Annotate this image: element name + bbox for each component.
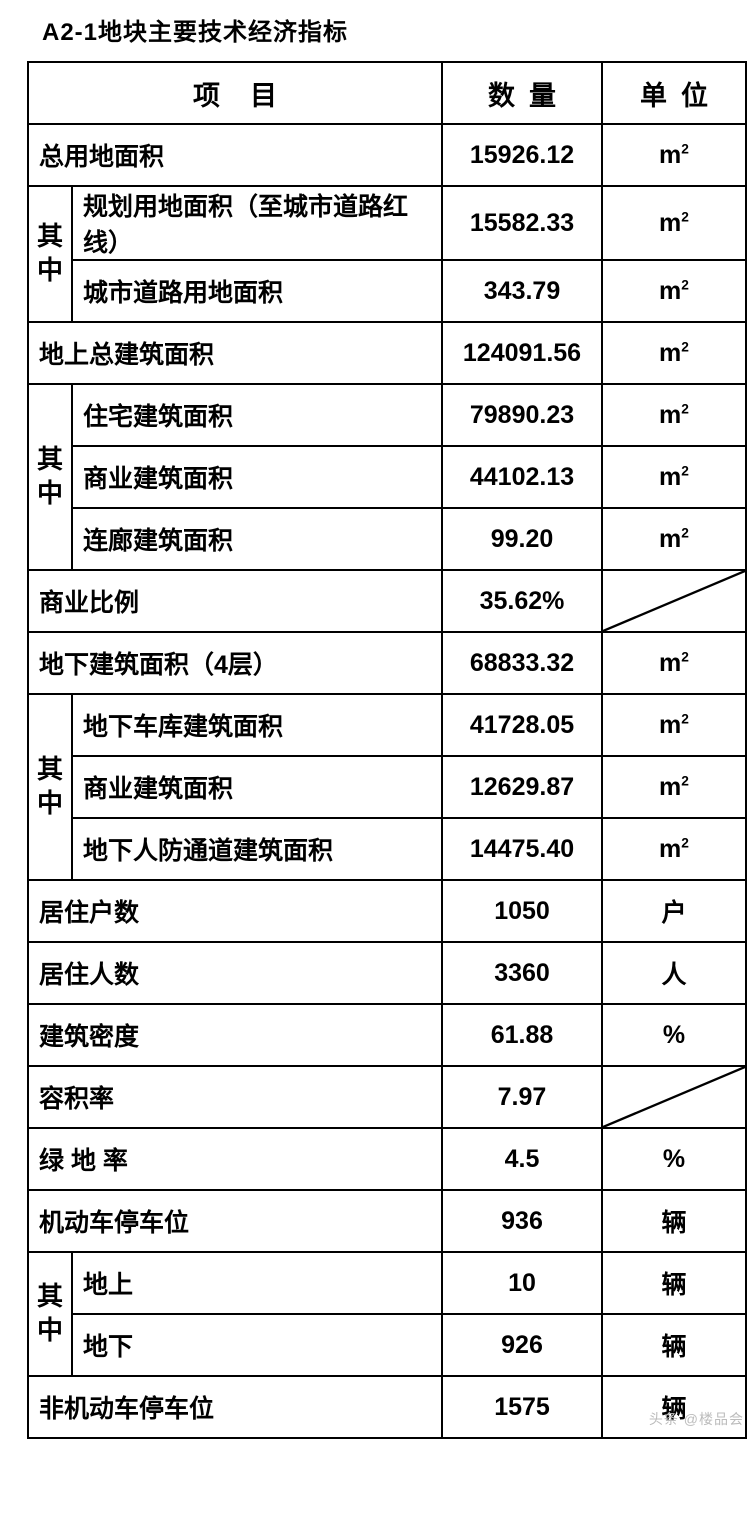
item-cell: 商业建筑面积 bbox=[72, 756, 442, 818]
unit-cell: m2 bbox=[602, 446, 746, 508]
qty-cell: 936 bbox=[442, 1190, 602, 1252]
item-cell: 机动车停车位 bbox=[28, 1190, 442, 1252]
unit-cell: m2 bbox=[602, 124, 746, 186]
table-row: 商业建筑面积12629.87m2 bbox=[28, 756, 746, 818]
table-row: 其中地上10辆 bbox=[28, 1252, 746, 1314]
unit-cell: 户 bbox=[602, 880, 746, 942]
col-header-item: 项目 bbox=[28, 62, 442, 124]
item-cell: 城市道路用地面积 bbox=[72, 260, 442, 322]
table-header-row: 项目 数量 单位 bbox=[28, 62, 746, 124]
unit-cell: % bbox=[602, 1128, 746, 1190]
unit-cell: 辆 bbox=[602, 1376, 746, 1438]
table-row: 总用地面积15926.12m2 bbox=[28, 124, 746, 186]
unit-cell: m2 bbox=[602, 260, 746, 322]
item-cell: 商业比例 bbox=[28, 570, 442, 632]
unit-cell: m2 bbox=[602, 632, 746, 694]
unit-cell: 辆 bbox=[602, 1190, 746, 1252]
qty-cell: 79890.23 bbox=[442, 384, 602, 446]
item-cell: 规划用地面积（至城市道路红线） bbox=[72, 186, 442, 260]
unit-cell: m2 bbox=[602, 322, 746, 384]
qizhong-cell: 其中 bbox=[28, 384, 72, 570]
unit-cell: 辆 bbox=[602, 1314, 746, 1376]
qizhong-cell: 其中 bbox=[28, 694, 72, 880]
table-row: 建筑密度61.88% bbox=[28, 1004, 746, 1066]
item-cell: 建筑密度 bbox=[28, 1004, 442, 1066]
qty-cell: 4.5 bbox=[442, 1128, 602, 1190]
unit-cell-diagonal bbox=[602, 1066, 746, 1128]
table-row: 其中规划用地面积（至城市道路红线）15582.33m2 bbox=[28, 186, 746, 260]
item-cell: 地上 bbox=[72, 1252, 442, 1314]
item-cell: 连廊建筑面积 bbox=[72, 508, 442, 570]
qty-cell: 1050 bbox=[442, 880, 602, 942]
unit-cell: m2 bbox=[602, 818, 746, 880]
unit-cell: m2 bbox=[602, 756, 746, 818]
qty-cell: 12629.87 bbox=[442, 756, 602, 818]
table-row: 连廊建筑面积99.20m2 bbox=[28, 508, 746, 570]
qty-cell: 14475.40 bbox=[442, 818, 602, 880]
qty-cell: 10 bbox=[442, 1252, 602, 1314]
item-cell: 住宅建筑面积 bbox=[72, 384, 442, 446]
item-cell: 商业建筑面积 bbox=[72, 446, 442, 508]
unit-cell: m2 bbox=[602, 508, 746, 570]
item-cell: 地上总建筑面积 bbox=[28, 322, 442, 384]
qty-cell: 3360 bbox=[442, 942, 602, 1004]
item-cell: 地下建筑面积（4层） bbox=[28, 632, 442, 694]
qty-cell: 68833.32 bbox=[442, 632, 602, 694]
table-row: 地下926辆 bbox=[28, 1314, 746, 1376]
table-row: 地下人防通道建筑面积14475.40m2 bbox=[28, 818, 746, 880]
item-cell: 容积率 bbox=[28, 1066, 442, 1128]
col-header-qty: 数量 bbox=[442, 62, 602, 124]
table-row: 地上总建筑面积124091.56m2 bbox=[28, 322, 746, 384]
table-row: 其中地下车库建筑面积41728.05m2 bbox=[28, 694, 746, 756]
qty-cell: 99.20 bbox=[442, 508, 602, 570]
table-row: 商业建筑面积44102.13m2 bbox=[28, 446, 746, 508]
qty-cell: 926 bbox=[442, 1314, 602, 1376]
table-row: 容积率7.97 bbox=[28, 1066, 746, 1128]
qty-cell: 35.62% bbox=[442, 570, 602, 632]
indicators-table: 项目 数量 单位 总用地面积15926.12m2其中规划用地面积（至城市道路红线… bbox=[27, 61, 747, 1439]
col-header-unit: 单位 bbox=[602, 62, 746, 124]
table-row: 商业比例35.62% bbox=[28, 570, 746, 632]
table-row: 绿 地 率4.5% bbox=[28, 1128, 746, 1190]
table-row: 地下建筑面积（4层）68833.32m2 bbox=[28, 632, 746, 694]
qty-cell: 61.88 bbox=[442, 1004, 602, 1066]
unit-cell: 人 bbox=[602, 942, 746, 1004]
qty-cell: 7.97 bbox=[442, 1066, 602, 1128]
item-cell: 地下 bbox=[72, 1314, 442, 1376]
qty-cell: 15926.12 bbox=[442, 124, 602, 186]
item-cell: 地下车库建筑面积 bbox=[72, 694, 442, 756]
item-cell: 居住户数 bbox=[28, 880, 442, 942]
qty-cell: 124091.56 bbox=[442, 322, 602, 384]
qizhong-cell: 其中 bbox=[28, 1252, 72, 1376]
table-row: 居住户数1050户 bbox=[28, 880, 746, 942]
qty-cell: 44102.13 bbox=[442, 446, 602, 508]
unit-cell: m2 bbox=[602, 186, 746, 260]
unit-cell-diagonal bbox=[602, 570, 746, 632]
qty-cell: 343.79 bbox=[442, 260, 602, 322]
unit-cell: % bbox=[602, 1004, 746, 1066]
page-title: A2-1地块主要技术经济指标 bbox=[42, 12, 750, 47]
qty-cell: 41728.05 bbox=[442, 694, 602, 756]
item-cell: 总用地面积 bbox=[28, 124, 442, 186]
qty-cell: 1575 bbox=[442, 1376, 602, 1438]
table-row: 居住人数3360人 bbox=[28, 942, 746, 1004]
table-row: 城市道路用地面积343.79m2 bbox=[28, 260, 746, 322]
unit-cell: m2 bbox=[602, 694, 746, 756]
table-row: 非机动车停车位1575辆 bbox=[28, 1376, 746, 1438]
item-cell: 非机动车停车位 bbox=[28, 1376, 442, 1438]
item-cell: 绿 地 率 bbox=[28, 1128, 442, 1190]
table-row: 机动车停车位936辆 bbox=[28, 1190, 746, 1252]
qty-cell: 15582.33 bbox=[442, 186, 602, 260]
item-cell: 居住人数 bbox=[28, 942, 442, 1004]
table-row: 其中住宅建筑面积79890.23m2 bbox=[28, 384, 746, 446]
qizhong-cell: 其中 bbox=[28, 186, 72, 322]
unit-cell: 辆 bbox=[602, 1252, 746, 1314]
item-cell: 地下人防通道建筑面积 bbox=[72, 818, 442, 880]
unit-cell: m2 bbox=[602, 384, 746, 446]
